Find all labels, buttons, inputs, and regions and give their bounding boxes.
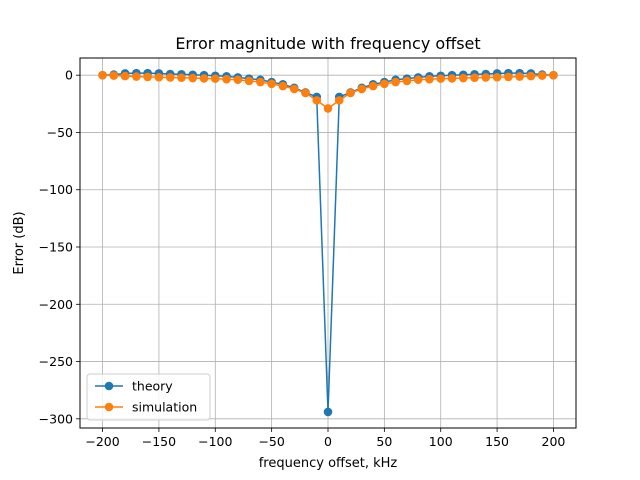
simulation-point [120, 71, 130, 81]
simulation-point [368, 81, 378, 91]
axis-ticks: −200 −150 −100 −50 0 50 100 150 200 0 −50 −100 −150 −… [39, 68, 566, 449]
simulation-point [109, 71, 119, 80]
legend: theory simulation [86, 373, 211, 421]
simulation-point [470, 73, 479, 83]
simulation-point [537, 71, 547, 80]
y-tick-label: −50 [47, 125, 73, 140]
simulation-point [447, 74, 457, 83]
theory-point [323, 407, 333, 417]
plot-series [98, 68, 558, 417]
x-tick-label: 0 [324, 434, 332, 449]
simulation-point [199, 74, 209, 83]
x-tick-label: −100 [198, 434, 232, 449]
simulation-point [289, 84, 299, 94]
y-tick-label: −100 [39, 182, 73, 197]
simulation-point [380, 79, 389, 89]
simulation-point [165, 73, 175, 82]
x-tick-label: −200 [85, 434, 119, 449]
simulation-point [323, 104, 333, 113]
simulation-point [549, 70, 558, 80]
simulation-point [425, 74, 434, 84]
simulation-point [154, 72, 164, 82]
simulation-point [301, 88, 310, 98]
theory-legend-marker [104, 381, 114, 391]
y-tick-label: −150 [39, 240, 73, 255]
x-tick-label: 200 [542, 434, 566, 449]
y-tick-label: 0 [65, 68, 73, 83]
simulation-point [210, 74, 220, 83]
x-axis-label: frequency offset, kHz [259, 456, 398, 471]
simulation-point [436, 74, 446, 83]
simulation-point [413, 75, 423, 85]
simulation-series [98, 70, 558, 113]
grid [80, 58, 576, 428]
x-tick-label: 50 [376, 434, 392, 449]
simulation-point [244, 76, 254, 86]
y-tick-label: −250 [39, 354, 73, 369]
simulation-point [504, 72, 513, 82]
y-tick-label: −200 [39, 297, 73, 312]
theory-legend-label: theory [132, 379, 173, 394]
chart-title: Error magnitude with frequency offset [175, 34, 480, 53]
simulation-point [256, 77, 265, 87]
simulation-point [233, 75, 243, 85]
simulation-point [188, 73, 198, 83]
simulation-point [222, 74, 231, 84]
simulation-point [334, 96, 344, 105]
simulation-point [132, 72, 141, 81]
simulation-point [481, 73, 491, 82]
simulation-point [492, 72, 502, 82]
y-tick-label: −300 [39, 411, 73, 426]
simulation-point [346, 88, 355, 98]
simulation-point [177, 73, 186, 83]
simulation-point [391, 77, 400, 87]
simulation-point [143, 72, 152, 82]
x-tick-label: 150 [485, 434, 509, 449]
simulation-point [267, 79, 276, 89]
simulation-point [98, 70, 107, 80]
simulation-point [515, 72, 524, 81]
y-axis-label: Error (dB) [12, 211, 27, 274]
simulation-point [458, 73, 468, 83]
x-tick-label: 100 [429, 434, 453, 449]
x-tick-label: −150 [142, 434, 176, 449]
simulation-point [278, 81, 288, 91]
simulation-point [526, 71, 536, 81]
simulation-point [402, 76, 412, 86]
simulation-legend-marker [104, 402, 114, 412]
simulation-point [312, 96, 322, 105]
simulation-point [357, 84, 367, 94]
simulation-legend-label: simulation [132, 400, 197, 415]
x-tick-label: −50 [258, 434, 284, 449]
